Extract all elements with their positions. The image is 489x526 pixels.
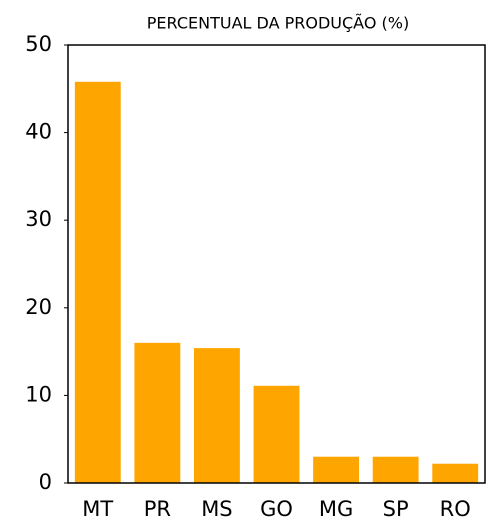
y-tick-label: 0 — [39, 470, 52, 494]
chart-title: PERCENTUAL DA PRODUÇÃO (%) — [147, 14, 409, 33]
bar — [134, 342, 181, 483]
x-tick-label: MT — [82, 497, 113, 521]
y-tick-label: 10 — [25, 382, 52, 406]
bar — [372, 456, 419, 483]
plot-frame — [67, 44, 486, 484]
x-tick-label: RO — [440, 497, 471, 521]
x-tick-label: PR — [144, 497, 171, 521]
x-tick-label: MG — [319, 497, 353, 521]
bar — [432, 463, 479, 483]
bar — [313, 456, 360, 483]
bar — [74, 81, 121, 484]
y-tick-label: 30 — [25, 207, 52, 231]
bar — [193, 348, 240, 483]
y-tick-label: 50 — [25, 32, 52, 56]
bar — [253, 385, 300, 483]
y-tick-label: 40 — [25, 120, 52, 144]
x-tick-label: MS — [201, 497, 232, 521]
x-tick-label: SP — [383, 497, 409, 521]
y-tick-label: 20 — [25, 295, 52, 319]
x-tick-label: GO — [260, 497, 293, 521]
